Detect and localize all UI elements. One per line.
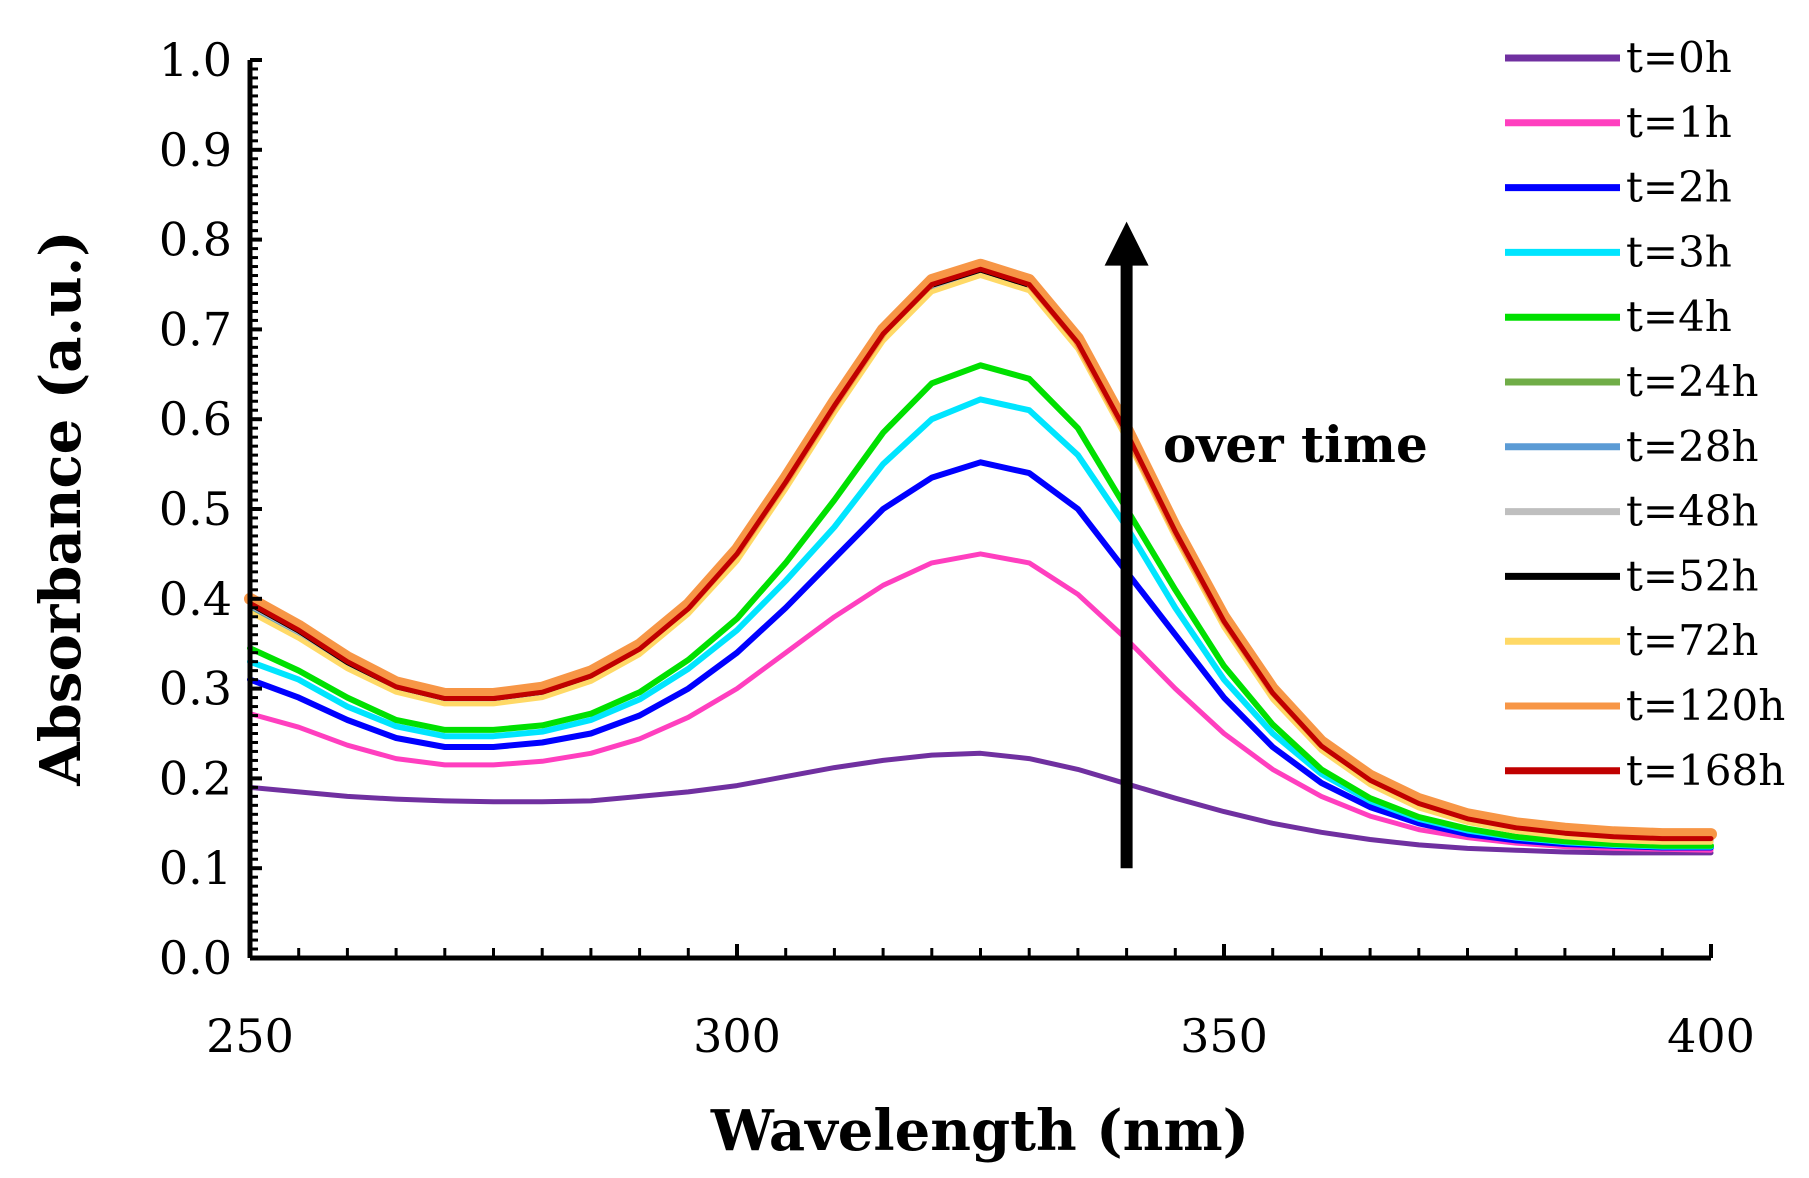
series-line-t-168h: [247, 266, 1714, 842]
over-time-annotation: over time: [1104, 221, 1428, 869]
x-tick-labels: 250 300 350 400: [206, 1009, 1755, 1063]
legend-label: t=4h: [1626, 292, 1732, 341]
series-line-t-24h: [247, 271, 1714, 844]
series-line-t-4h: [247, 362, 1714, 849]
series-line-t-0h: [247, 750, 1714, 856]
legend-label: t=3h: [1626, 227, 1732, 276]
y-axis-title: Absorbance (a.u.): [28, 230, 94, 786]
series-lines: [244, 258, 1717, 856]
y-tick-label: 0.9: [159, 123, 232, 177]
legend-label: t=2h: [1626, 163, 1732, 212]
y-tick-labels: 0.0 0.1 0.2 0.3 0.4 0.5 0.6 0.7 0.8 0.9 1.0: [159, 33, 232, 985]
legend-label: t=28h: [1626, 422, 1759, 471]
legend: t=0h t=1h t=2h t=3h t=4h t=24h t=28h t=48h t=52h…: [1505, 33, 1785, 795]
over-time-arrowhead: [1104, 221, 1149, 266]
x-tick-label: 250: [206, 1009, 294, 1063]
series-line-t-3h: [247, 396, 1714, 850]
y-tick-label: 1.0: [159, 33, 232, 87]
legend-label: t=72h: [1626, 616, 1759, 665]
legend-label: t=24h: [1626, 357, 1759, 406]
y-tick-label: 0.3: [159, 662, 232, 716]
legend-label: t=52h: [1626, 551, 1759, 600]
y-tick-label: 0.7: [159, 302, 232, 356]
y-tick-label: 0.1: [159, 841, 232, 895]
series-line-t-2h: [247, 459, 1714, 851]
legend-label: t=48h: [1626, 487, 1759, 536]
y-tick-label: 0.6: [159, 392, 232, 446]
series-line-t-1h: [247, 551, 1714, 853]
legend-label: t=168h: [1626, 746, 1785, 795]
x-tick-label: 400: [1667, 1009, 1755, 1063]
y-tick-label: 0.5: [159, 482, 232, 536]
legend-label: t=1h: [1626, 98, 1732, 147]
axes: 0.0 0.1 0.2 0.3 0.4 0.5 0.6 0.7 0.8 0.9 1.0 250 300…: [159, 33, 1755, 1063]
series-line-t-72h: [247, 273, 1714, 845]
y-minor-ticks: [250, 58, 262, 960]
x-tick-label: 350: [1180, 1009, 1268, 1063]
y-tick-label: 0.2: [159, 751, 232, 805]
over-time-label: over time: [1163, 415, 1428, 474]
x-axis-title: Wavelength (nm): [710, 1098, 1249, 1164]
x-tick-label: 300: [693, 1009, 781, 1063]
y-tick-label: 0.0: [159, 931, 232, 985]
legend-label: t=0h: [1626, 33, 1732, 82]
y-tick-label: 0.4: [159, 572, 232, 626]
y-tick-label: 0.8: [159, 213, 232, 267]
legend-label: t=120h: [1626, 681, 1785, 730]
series-line-t-120h: [244, 258, 1717, 841]
x-minor-ticks: [248, 944, 1713, 958]
